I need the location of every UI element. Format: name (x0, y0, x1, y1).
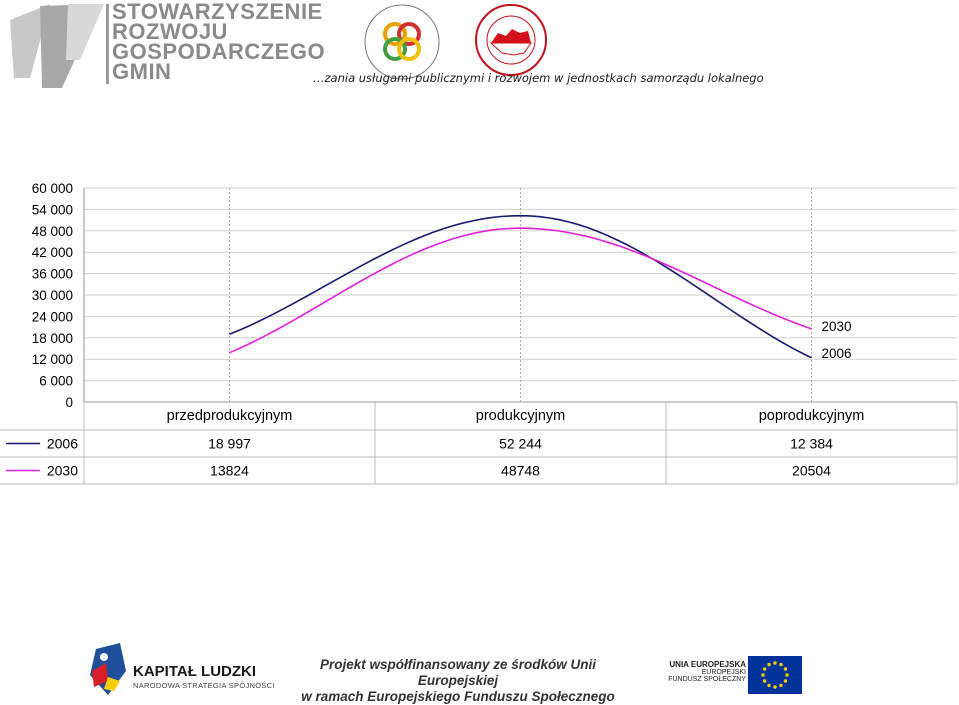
y-tick-label: 18 000 (32, 331, 73, 346)
eu-star-icon (779, 662, 783, 667)
table-cell-value: 12 384 (790, 436, 833, 452)
samorzad-terytorialny-logo (475, 4, 547, 76)
eu-line-2: EUROPEJSKI (701, 669, 746, 676)
eu-line-1: UNIA EUROPEJSKA (669, 660, 746, 669)
y-axis-ticks: 60 000 54 000 48 000 42 000 36 000 30 000 24 0… (32, 181, 73, 410)
kapital-ludzki-title: KAPITAŁ LUDZKI (133, 663, 257, 680)
y-tick-label: 24 000 (32, 309, 73, 324)
eu-star-icon (785, 673, 789, 677)
age-group-chart: 60 000 54 000 48 000 42 000 36 000 30 000 24 0… (0, 181, 958, 485)
eu-star-icon (762, 679, 767, 683)
y-tick-label: 42 000 (32, 245, 73, 260)
project-cofinancing-text: Projekt współfinansowany ze środków Unii… (298, 657, 618, 705)
y-tick-label: 6 000 (39, 374, 73, 389)
eu-star-icon (767, 683, 771, 688)
org-logo-divider (106, 4, 109, 84)
table-cell-value: 20504 (792, 463, 831, 479)
project-line-2: w ramach Europejskiego Funduszu Społeczn… (301, 689, 615, 704)
table-cell-value: 52 244 (499, 436, 542, 452)
eu-star-icon (783, 667, 788, 671)
category-label: produkcyjnym (476, 408, 565, 424)
org-name-line: GOSPODARCZEGO (112, 39, 326, 64)
legend-label: 2030 (47, 463, 78, 479)
series-line-2006 (229, 214, 812, 359)
y-tick-label: 36 000 (32, 267, 73, 282)
footer: KAPITAŁ LUDZKI NARODOWA STRATEGIA SPÓJNO… (0, 635, 959, 705)
header-tagline: …zania usługami publicznymi i rozwojem w… (313, 71, 764, 85)
line-end-label: 2030 (822, 319, 852, 334)
header: STOWARZYSZENIE ROZWOJU GOSPODARCZEGO GMI… (0, 0, 959, 95)
chart-grid (83, 187, 957, 403)
sorgg-logo-mark (10, 4, 104, 88)
table-cell-value: 18 997 (208, 436, 251, 452)
line-end-labels: 2030 2006 (822, 319, 852, 361)
org-name: STOWARZYSZENIE ROZWOJU GOSPODARCZEGO GMI… (112, 0, 327, 84)
y-tick-label: 54 000 (32, 202, 73, 217)
eu-star-icon (762, 667, 767, 671)
eu-star-icon (767, 662, 771, 667)
eu-line-3: FUNDUSZ SPOŁECZNY (668, 676, 746, 683)
category-label: przedprodukcyjnym (167, 408, 293, 424)
eu-star-icon (761, 673, 765, 677)
eu-star-icon (773, 661, 777, 665)
eu-text: UNIA EUROPEJSKA EUROPEJSKI FUNDUSZ SPOŁE… (668, 660, 746, 683)
zwiazek-miast-logo (364, 4, 440, 80)
org-name-line: GMIN (112, 59, 172, 84)
org-name-line: STOWARZYSZENIE (112, 0, 323, 24)
y-tick-label: 60 000 (32, 181, 73, 196)
org-name-line: ROZWOJU (112, 19, 228, 44)
table-cell-value: 13824 (210, 463, 249, 479)
eu-star-icon (783, 679, 788, 683)
eu-flag-icon (748, 656, 802, 694)
series-lines (229, 214, 812, 359)
table-cell-value: 48748 (501, 463, 540, 479)
y-tick-label: 0 (65, 395, 73, 410)
eu-star-icon (779, 683, 783, 688)
kapital-ludzki-subtitle: NARODOWA STRATEGIA SPÓJNOŚCI (133, 681, 275, 690)
category-label: poprodukcyjnym (759, 408, 865, 424)
y-tick-label: 48 000 (32, 224, 73, 239)
legend-label: 2006 (47, 436, 78, 452)
series-line-2030 (229, 227, 812, 354)
data-table: przedprodukcyjnym produkcyjnym poprodukcyj… (0, 402, 958, 485)
y-tick-label: 30 000 (32, 288, 73, 303)
eu-star-icon (773, 685, 777, 689)
kapital-ludzki-logo-mark (90, 643, 126, 695)
y-tick-label: 12 000 (32, 352, 73, 367)
line-end-label: 2006 (822, 346, 852, 361)
project-line-1: Projekt współfinansowany ze środków Unii… (319, 657, 597, 688)
